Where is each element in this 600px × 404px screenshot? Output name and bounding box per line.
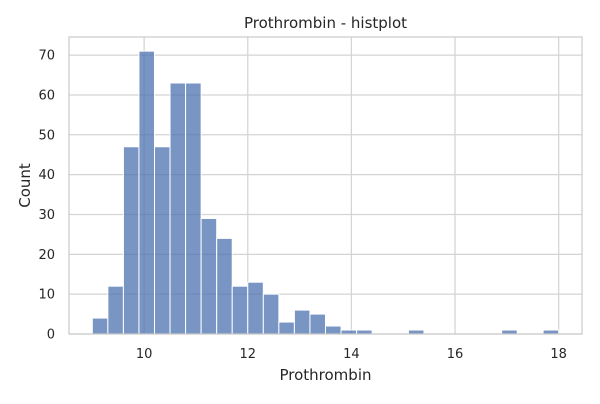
y-tick-label: 60 bbox=[38, 88, 55, 103]
histogram-bar bbox=[200, 217, 218, 335]
y-tick-label: 50 bbox=[38, 128, 55, 143]
plot-frame bbox=[68, 36, 583, 335]
x-tick-label: 16 bbox=[447, 347, 464, 362]
y-tick-label: 10 bbox=[38, 288, 55, 303]
x-tick-label: 14 bbox=[343, 347, 360, 362]
histogram-bar bbox=[107, 285, 124, 335]
histogram-bar bbox=[154, 146, 171, 335]
histogram-bar bbox=[169, 82, 187, 335]
histogram-bar bbox=[262, 293, 280, 335]
y-tick-label: 70 bbox=[38, 49, 55, 64]
x-tick-label: 18 bbox=[550, 347, 567, 362]
y-tick-label: 0 bbox=[47, 328, 55, 343]
y-axis-label: Count bbox=[16, 163, 34, 208]
histogram-bar bbox=[138, 50, 155, 335]
histogram-bar bbox=[216, 237, 233, 335]
x-tick-label: 12 bbox=[239, 347, 256, 362]
histogram-bars bbox=[91, 50, 560, 335]
histogram-bar bbox=[122, 146, 140, 335]
y-tick-label: 30 bbox=[38, 208, 55, 223]
histogram-bar bbox=[293, 309, 311, 335]
histogram-bar bbox=[309, 313, 327, 335]
histogram-bar bbox=[247, 281, 264, 335]
histogram-bar bbox=[278, 321, 295, 335]
y-tick-labels: 0 10 20 30 40 50 60 70 bbox=[38, 49, 55, 343]
y-tick-label: 40 bbox=[38, 168, 55, 183]
x-tick-label: 10 bbox=[136, 347, 153, 362]
histogram-bar bbox=[185, 82, 202, 335]
y-tick-label: 20 bbox=[38, 248, 55, 263]
chart-title: Prothrombin - histplot bbox=[244, 14, 407, 32]
histogram-bar bbox=[91, 317, 109, 335]
x-axis-label: Prothrombin bbox=[279, 366, 371, 384]
histogram-bar bbox=[231, 285, 249, 335]
x-tick-labels: 10 12 14 16 18 bbox=[136, 347, 567, 362]
histogram-bar bbox=[325, 325, 342, 335]
